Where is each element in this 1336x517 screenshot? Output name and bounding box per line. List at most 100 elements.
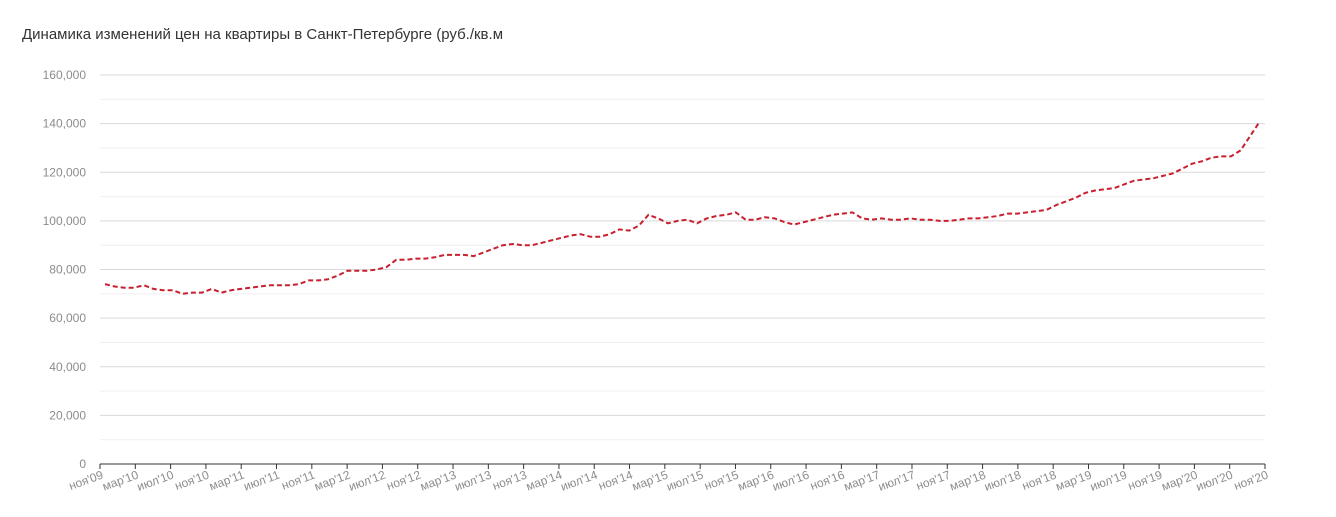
data-point[interactable]: [1199, 158, 1205, 164]
data-point[interactable]: [510, 241, 516, 247]
data-point[interactable]: [578, 231, 584, 237]
data-point[interactable]: [1063, 198, 1069, 204]
data-point[interactable]: [490, 246, 496, 252]
data-point[interactable]: [995, 213, 1001, 219]
data-point[interactable]: [946, 218, 952, 224]
data-point[interactable]: [199, 290, 205, 296]
data-point[interactable]: [840, 211, 846, 217]
data-point[interactable]: [286, 282, 292, 288]
data-point[interactable]: [1082, 190, 1088, 196]
data-point[interactable]: [898, 217, 904, 223]
data-point[interactable]: [801, 219, 807, 225]
data-point[interactable]: [646, 212, 652, 218]
data-point[interactable]: [1102, 186, 1108, 192]
data-point[interactable]: [626, 228, 632, 234]
data-point[interactable]: [219, 290, 225, 296]
data-point[interactable]: [1005, 211, 1011, 217]
data-point[interactable]: [384, 264, 390, 270]
data-point[interactable]: [306, 277, 312, 283]
data-point[interactable]: [267, 282, 273, 288]
data-point[interactable]: [869, 217, 875, 223]
data-point[interactable]: [151, 286, 157, 292]
data-point[interactable]: [180, 291, 186, 297]
data-point[interactable]: [1238, 147, 1244, 153]
data-point[interactable]: [451, 252, 457, 258]
data-point[interactable]: [568, 233, 574, 239]
data-point[interactable]: [976, 215, 982, 221]
data-point[interactable]: [325, 276, 331, 282]
data-point[interactable]: [1024, 209, 1030, 215]
data-point[interactable]: [820, 214, 826, 220]
data-point[interactable]: [762, 214, 768, 220]
data-point[interactable]: [529, 242, 535, 248]
data-point[interactable]: [471, 253, 477, 259]
data-point[interactable]: [1014, 211, 1020, 217]
data-point[interactable]: [228, 287, 234, 293]
data-point[interactable]: [917, 217, 923, 223]
data-point[interactable]: [160, 287, 166, 293]
data-point[interactable]: [607, 231, 613, 237]
data-point[interactable]: [811, 217, 817, 223]
data-point[interactable]: [966, 215, 972, 221]
data-point[interactable]: [985, 214, 991, 220]
data-point[interactable]: [354, 268, 360, 274]
data-point[interactable]: [141, 282, 147, 288]
data-point[interactable]: [830, 212, 836, 218]
data-point[interactable]: [597, 234, 603, 240]
data-point[interactable]: [733, 209, 739, 215]
data-point[interactable]: [364, 268, 370, 274]
data-point[interactable]: [209, 286, 215, 292]
data-point[interactable]: [888, 217, 894, 223]
data-point[interactable]: [422, 256, 428, 262]
data-point[interactable]: [723, 212, 729, 218]
data-point[interactable]: [1073, 195, 1079, 201]
data-point[interactable]: [694, 220, 700, 226]
data-point[interactable]: [1150, 175, 1156, 181]
data-point[interactable]: [1170, 171, 1176, 177]
data-point[interactable]: [1257, 118, 1263, 124]
data-point[interactable]: [112, 284, 118, 290]
data-point[interactable]: [937, 218, 943, 224]
data-point[interactable]: [1209, 155, 1215, 161]
data-point[interactable]: [859, 215, 865, 221]
data-point[interactable]: [908, 215, 914, 221]
data-point[interactable]: [675, 218, 681, 224]
data-point[interactable]: [374, 267, 380, 273]
data-point[interactable]: [238, 286, 244, 292]
data-point[interactable]: [296, 281, 302, 287]
data-point[interactable]: [1228, 153, 1234, 159]
data-point[interactable]: [655, 215, 661, 221]
data-point[interactable]: [345, 268, 351, 274]
data-point[interactable]: [956, 217, 962, 223]
data-point[interactable]: [1218, 153, 1224, 159]
data-point[interactable]: [413, 256, 419, 262]
data-point[interactable]: [1131, 178, 1137, 184]
data-point[interactable]: [277, 282, 283, 288]
data-point[interactable]: [189, 290, 195, 296]
data-point[interactable]: [587, 234, 593, 240]
data-point[interactable]: [665, 220, 671, 226]
data-point[interactable]: [879, 215, 885, 221]
data-point[interactable]: [1044, 207, 1050, 213]
data-point[interactable]: [1189, 161, 1195, 167]
data-point[interactable]: [432, 254, 438, 260]
data-point[interactable]: [1179, 166, 1185, 172]
data-point[interactable]: [1092, 188, 1098, 194]
data-point[interactable]: [1141, 177, 1147, 183]
data-point[interactable]: [849, 209, 855, 215]
data-point[interactable]: [1053, 202, 1059, 208]
data-point[interactable]: [772, 215, 778, 221]
data-point[interactable]: [549, 237, 555, 243]
data-point[interactable]: [743, 217, 749, 223]
data-point[interactable]: [714, 213, 720, 219]
data-point[interactable]: [752, 217, 758, 223]
data-point[interactable]: [1034, 208, 1040, 214]
data-point[interactable]: [539, 240, 545, 246]
data-point[interactable]: [500, 242, 506, 248]
data-point[interactable]: [616, 226, 622, 232]
data-point[interactable]: [461, 252, 467, 258]
data-point[interactable]: [316, 277, 322, 283]
data-point[interactable]: [481, 250, 487, 256]
data-point[interactable]: [442, 252, 448, 258]
data-point[interactable]: [170, 287, 176, 293]
